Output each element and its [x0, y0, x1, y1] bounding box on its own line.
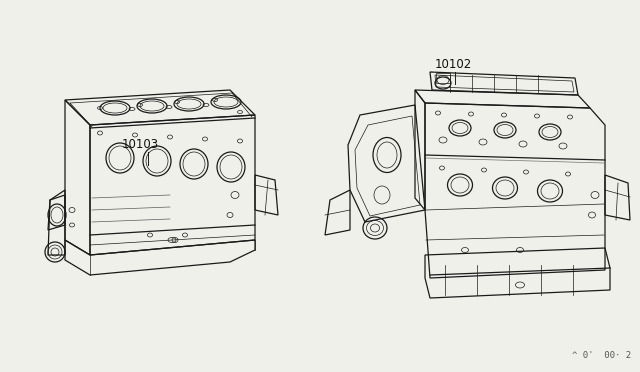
Text: ^ 0'  00· 2: ^ 0' 00· 2 [572, 351, 631, 360]
Text: 10103: 10103 [122, 138, 159, 151]
Text: 10102: 10102 [435, 58, 472, 71]
